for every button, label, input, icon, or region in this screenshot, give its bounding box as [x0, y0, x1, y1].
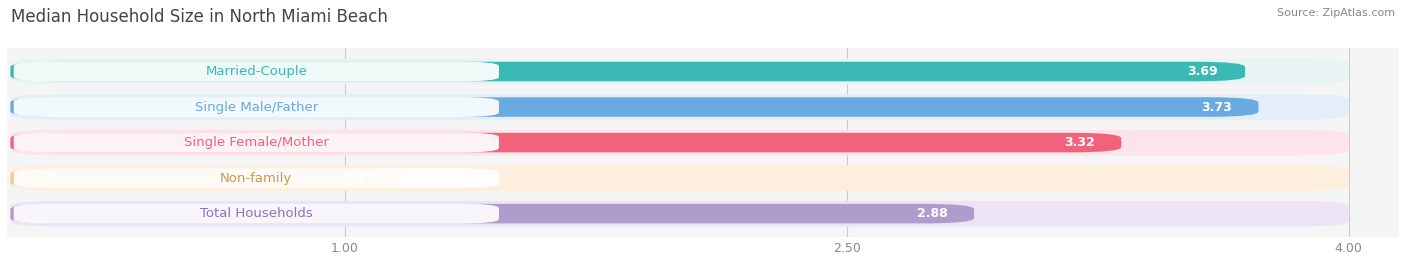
- FancyBboxPatch shape: [10, 62, 1246, 81]
- Text: Single Male/Father: Single Male/Father: [194, 101, 318, 114]
- FancyBboxPatch shape: [14, 97, 499, 117]
- FancyBboxPatch shape: [10, 165, 1348, 191]
- FancyBboxPatch shape: [10, 94, 1348, 120]
- FancyBboxPatch shape: [10, 130, 1348, 155]
- Text: 3.69: 3.69: [1188, 65, 1218, 78]
- Text: Source: ZipAtlas.com: Source: ZipAtlas.com: [1277, 8, 1395, 18]
- Text: 2.88: 2.88: [917, 207, 948, 220]
- FancyBboxPatch shape: [10, 204, 974, 223]
- Text: Single Female/Mother: Single Female/Mother: [184, 136, 329, 149]
- Text: Total Households: Total Households: [200, 207, 312, 220]
- Text: 1.17: 1.17: [344, 172, 375, 185]
- FancyBboxPatch shape: [14, 168, 499, 188]
- FancyBboxPatch shape: [10, 201, 1348, 226]
- Text: Married-Couple: Married-Couple: [205, 65, 308, 78]
- Text: Non-family: Non-family: [221, 172, 292, 185]
- Text: 3.73: 3.73: [1201, 101, 1232, 114]
- FancyBboxPatch shape: [14, 133, 499, 153]
- FancyBboxPatch shape: [14, 62, 499, 82]
- FancyBboxPatch shape: [10, 97, 1258, 117]
- Text: Median Household Size in North Miami Beach: Median Household Size in North Miami Bea…: [11, 8, 388, 26]
- FancyBboxPatch shape: [14, 204, 499, 224]
- Text: 3.32: 3.32: [1064, 136, 1094, 149]
- FancyBboxPatch shape: [10, 168, 402, 188]
- FancyBboxPatch shape: [10, 133, 1121, 152]
- FancyBboxPatch shape: [10, 59, 1348, 84]
